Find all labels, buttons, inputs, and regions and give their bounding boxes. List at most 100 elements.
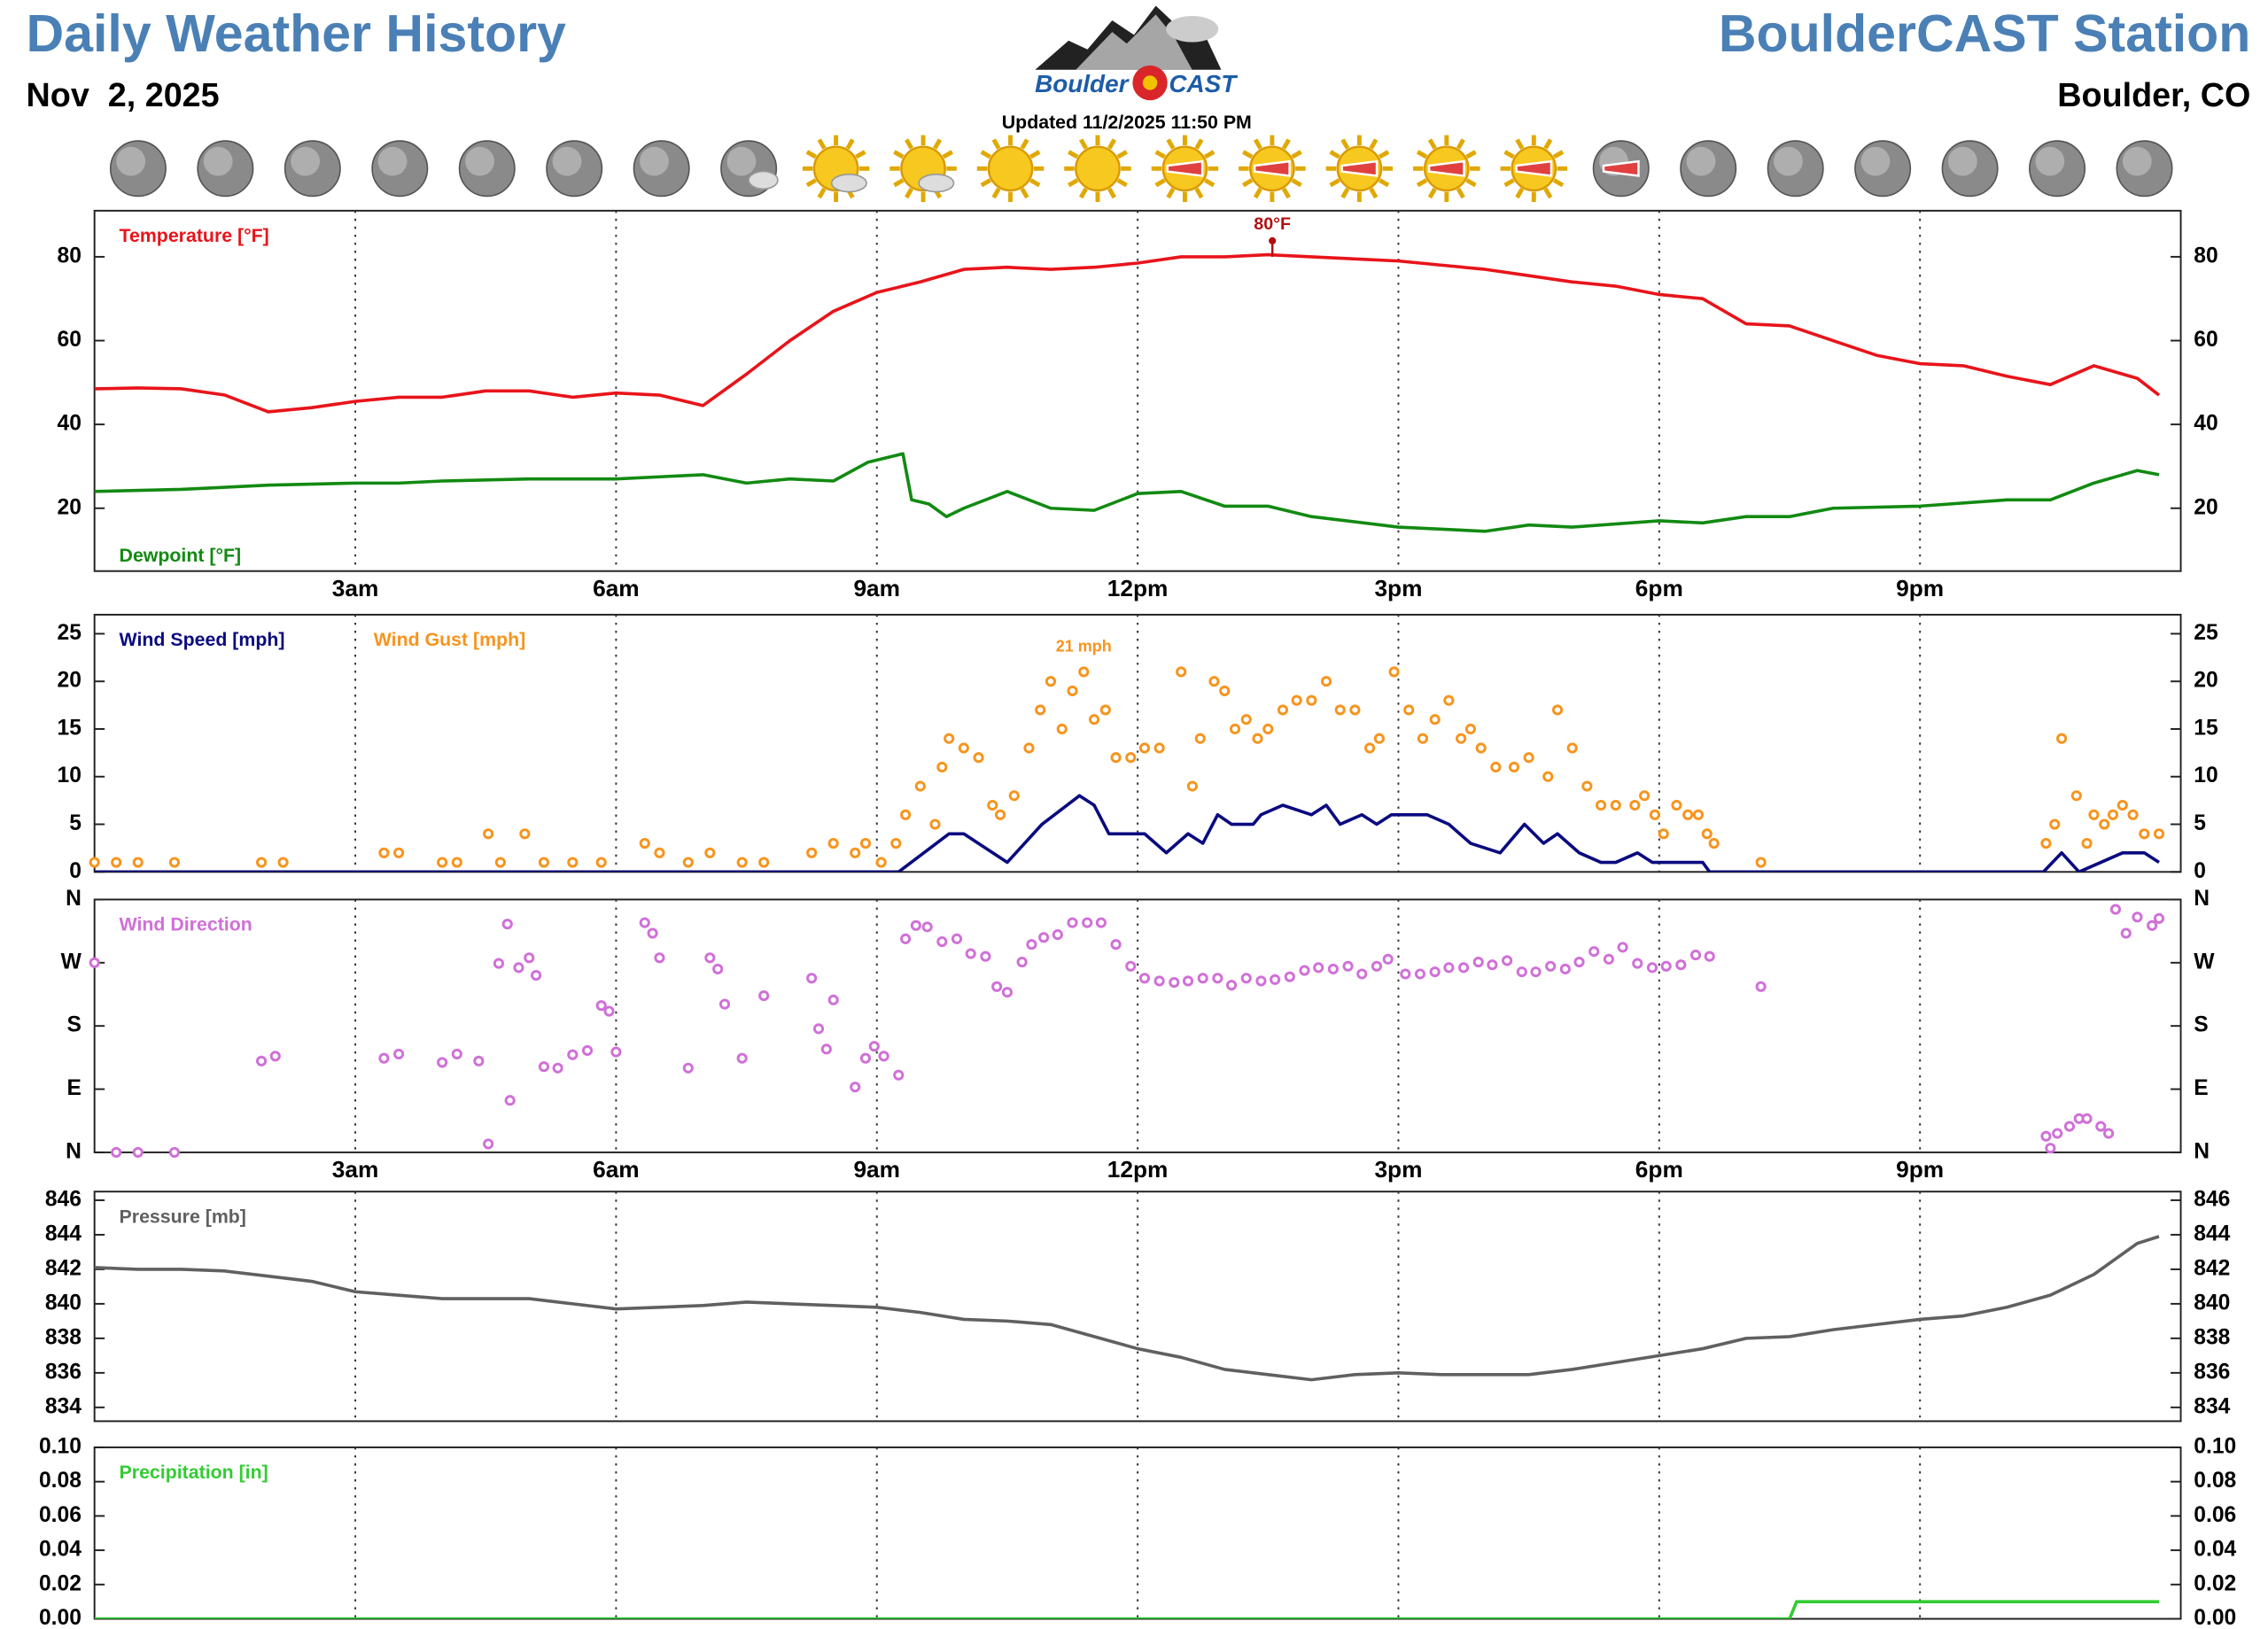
marker xyxy=(2045,1143,2056,1154)
marker xyxy=(393,1048,405,1059)
sun-ray xyxy=(1068,150,1079,159)
y-tick-label: 844 xyxy=(2194,1222,2230,1245)
marker xyxy=(1708,837,1720,849)
y-tick-label: 15 xyxy=(58,716,82,740)
y-tick-label: 10 xyxy=(58,764,82,787)
y-tick-label: 40 xyxy=(58,412,82,436)
marker xyxy=(712,963,724,975)
x-tick-label: 12pm xyxy=(1107,575,1169,601)
marker xyxy=(639,837,650,849)
marker xyxy=(132,857,144,868)
sun-ray xyxy=(805,178,818,188)
y-tick-label: 834 xyxy=(45,1394,82,1418)
sun-ray xyxy=(1291,178,1302,188)
sun-ray xyxy=(1068,178,1079,188)
sun-ray xyxy=(1029,178,1041,188)
marker xyxy=(1502,955,1513,966)
y-tick-label: E xyxy=(66,1076,81,1100)
y-tick-label: 0.06 xyxy=(39,1503,82,1527)
marker xyxy=(493,958,504,969)
marker xyxy=(1153,742,1165,754)
y-tick-label: 840 xyxy=(45,1291,82,1315)
annotation: 80°F xyxy=(1254,214,1291,234)
marker xyxy=(850,1082,861,1093)
sun-ray xyxy=(1416,150,1428,159)
moon-shine xyxy=(1860,146,1891,176)
marker xyxy=(1632,958,1643,969)
sun-ray xyxy=(991,187,1001,199)
marker xyxy=(1176,666,1187,678)
marker xyxy=(2070,790,2082,802)
y-tick-label: 842 xyxy=(2194,1256,2230,1280)
x-tick-label: 9pm xyxy=(1896,1156,1944,1183)
marker xyxy=(451,857,462,868)
y-tick-label: 0 xyxy=(69,859,82,883)
sun-ray xyxy=(1154,178,1166,188)
marker xyxy=(1067,917,1078,928)
marker xyxy=(2063,1121,2076,1132)
sun-ray xyxy=(1281,138,1291,150)
marker xyxy=(1212,973,1223,984)
marker xyxy=(1443,694,1455,706)
sun-ray xyxy=(1166,138,1176,150)
y-tick-label: 0.04 xyxy=(39,1538,82,1562)
marker xyxy=(1388,666,1400,678)
marker xyxy=(538,857,550,868)
marker xyxy=(875,857,887,868)
sun-ray xyxy=(1465,178,1477,188)
sun-ray xyxy=(1552,178,1565,188)
sun-ray xyxy=(1329,178,1340,188)
marker xyxy=(519,828,531,840)
sun-ray xyxy=(1503,178,1515,188)
marker xyxy=(581,1044,594,1057)
sun-ray xyxy=(1456,138,1465,150)
y-tick-label: N xyxy=(66,1139,82,1163)
sun-ray xyxy=(1378,150,1390,159)
windsock-icon xyxy=(1253,159,1291,177)
sun-ray xyxy=(1552,150,1565,159)
sun-ray xyxy=(1427,138,1437,150)
y-tick-label: 0.02 xyxy=(39,1571,82,1595)
marker xyxy=(393,847,405,858)
marker xyxy=(1138,742,1151,754)
marker xyxy=(269,1051,281,1062)
x-tick-label: 9am xyxy=(853,575,900,601)
marker xyxy=(1306,694,1317,706)
y-tick-label: 838 xyxy=(45,1325,82,1349)
sun-ray xyxy=(817,138,827,150)
marker xyxy=(1646,962,1658,974)
condition-icons xyxy=(109,135,2173,203)
marker xyxy=(736,857,748,868)
logo-c-center xyxy=(1142,75,1158,90)
sun-ray xyxy=(1416,178,1428,188)
sun-ray xyxy=(1427,187,1437,199)
marker xyxy=(1530,966,1542,978)
marker xyxy=(2049,818,2061,830)
marker xyxy=(89,857,100,868)
marker xyxy=(378,1052,390,1064)
marker xyxy=(1229,723,1241,735)
marker xyxy=(538,1061,550,1073)
marker xyxy=(2052,1128,2063,1139)
marker xyxy=(2056,733,2068,744)
page-title: Daily Weather History xyxy=(27,4,567,63)
marker xyxy=(1429,714,1441,725)
sun-ray xyxy=(933,138,943,150)
y-tick-label: 834 xyxy=(2194,1394,2230,1418)
y-tick-label: 0.04 xyxy=(2194,1538,2236,1562)
marker xyxy=(567,857,579,868)
sun-ray xyxy=(905,187,914,199)
sun-ray xyxy=(1078,187,1088,199)
marker xyxy=(951,933,963,944)
marker xyxy=(812,1023,825,1035)
moon-shine xyxy=(377,146,408,176)
marker xyxy=(1382,953,1394,965)
marker xyxy=(1240,973,1252,984)
moon-shine xyxy=(640,146,669,176)
marker xyxy=(1649,809,1660,820)
sun-ray xyxy=(1378,178,1390,188)
marker xyxy=(1182,975,1194,987)
y-tick-label: N xyxy=(66,887,82,911)
marker xyxy=(168,857,181,868)
